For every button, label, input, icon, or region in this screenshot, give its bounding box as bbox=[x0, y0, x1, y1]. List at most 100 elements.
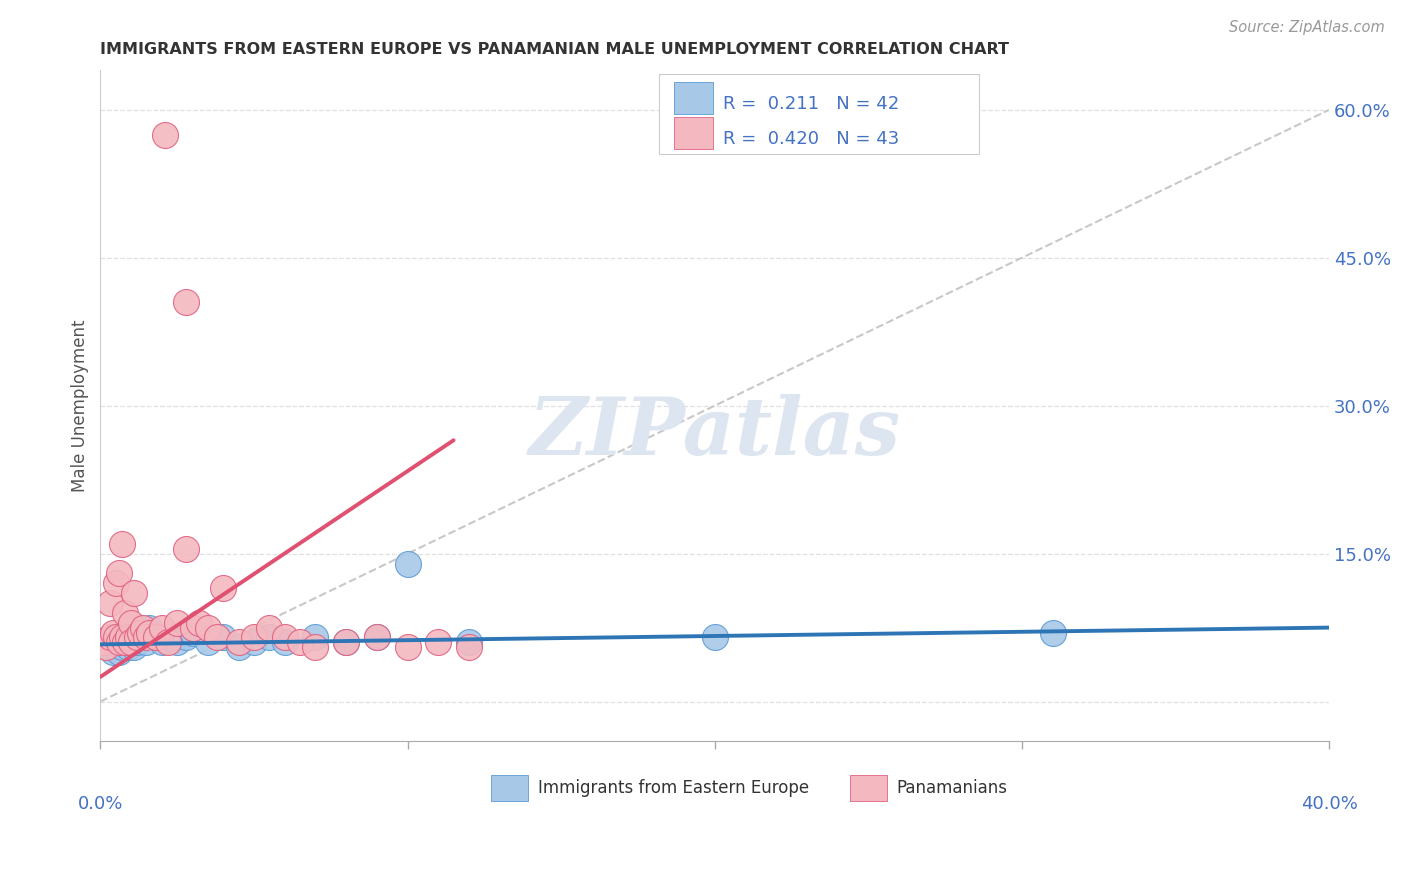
Point bbox=[101, 625, 124, 640]
Point bbox=[427, 635, 450, 649]
Point bbox=[114, 635, 136, 649]
Point bbox=[114, 631, 136, 645]
Point bbox=[122, 586, 145, 600]
Point bbox=[93, 635, 115, 649]
Point bbox=[117, 635, 139, 649]
Point bbox=[96, 635, 118, 649]
Point bbox=[117, 631, 139, 645]
Point bbox=[150, 621, 173, 635]
Point bbox=[212, 631, 235, 645]
Point bbox=[166, 615, 188, 630]
Text: R =  0.211   N = 42: R = 0.211 N = 42 bbox=[723, 95, 900, 113]
Point bbox=[138, 621, 160, 635]
Point bbox=[129, 625, 152, 640]
Point bbox=[120, 631, 142, 645]
Text: IMMIGRANTS FROM EASTERN EUROPE VS PANAMANIAN MALE UNEMPLOYMENT CORRELATION CHART: IMMIGRANTS FROM EASTERN EUROPE VS PANAMA… bbox=[100, 42, 1010, 57]
Point bbox=[135, 635, 157, 649]
Point bbox=[335, 635, 357, 649]
Point bbox=[176, 295, 198, 310]
Point bbox=[135, 631, 157, 645]
FancyBboxPatch shape bbox=[673, 117, 713, 149]
Text: 0.0%: 0.0% bbox=[77, 796, 124, 814]
Point bbox=[335, 635, 357, 649]
Point bbox=[114, 606, 136, 620]
Point bbox=[288, 635, 311, 649]
Point bbox=[101, 645, 124, 659]
Point bbox=[98, 631, 121, 645]
Point bbox=[304, 640, 326, 655]
Point bbox=[259, 631, 281, 645]
Point bbox=[703, 631, 725, 645]
Point bbox=[111, 635, 134, 649]
Point bbox=[101, 631, 124, 645]
Point bbox=[304, 631, 326, 645]
Point bbox=[122, 640, 145, 655]
FancyBboxPatch shape bbox=[849, 774, 887, 801]
Point bbox=[145, 631, 167, 645]
Text: Source: ZipAtlas.com: Source: ZipAtlas.com bbox=[1229, 20, 1385, 35]
FancyBboxPatch shape bbox=[673, 82, 713, 114]
Point bbox=[107, 635, 129, 649]
Point bbox=[127, 631, 149, 645]
Point bbox=[181, 621, 204, 635]
Point bbox=[156, 631, 179, 645]
Point bbox=[104, 635, 127, 649]
Text: 40.0%: 40.0% bbox=[1301, 796, 1357, 814]
Point bbox=[396, 640, 419, 655]
Point bbox=[166, 635, 188, 649]
Point bbox=[107, 631, 129, 645]
Point bbox=[366, 631, 388, 645]
Point bbox=[96, 640, 118, 655]
Point bbox=[107, 645, 129, 659]
Point bbox=[458, 635, 481, 649]
Point bbox=[138, 625, 160, 640]
Point bbox=[273, 635, 295, 649]
Point bbox=[156, 635, 179, 649]
Point bbox=[120, 635, 142, 649]
Point bbox=[114, 635, 136, 649]
Point bbox=[176, 631, 198, 645]
Point bbox=[176, 541, 198, 556]
FancyBboxPatch shape bbox=[491, 774, 527, 801]
Point bbox=[107, 566, 129, 581]
Point bbox=[197, 621, 219, 635]
Point bbox=[117, 640, 139, 655]
Point bbox=[396, 557, 419, 571]
Point bbox=[111, 537, 134, 551]
Point bbox=[104, 576, 127, 591]
Point bbox=[1042, 625, 1064, 640]
Point bbox=[187, 615, 209, 630]
Point bbox=[127, 631, 149, 645]
Point bbox=[153, 128, 176, 142]
Text: Immigrants from Eastern Europe: Immigrants from Eastern Europe bbox=[537, 779, 808, 797]
Point bbox=[120, 615, 142, 630]
Point bbox=[111, 640, 134, 655]
Text: R =  0.420   N = 43: R = 0.420 N = 43 bbox=[723, 130, 900, 148]
Text: ZIPatlas: ZIPatlas bbox=[529, 393, 901, 471]
Point bbox=[98, 596, 121, 610]
Point bbox=[111, 631, 134, 645]
Point bbox=[132, 631, 155, 645]
Point bbox=[120, 635, 142, 649]
Point bbox=[228, 635, 250, 649]
Point bbox=[273, 631, 295, 645]
Point bbox=[129, 625, 152, 640]
FancyBboxPatch shape bbox=[659, 74, 979, 154]
Point bbox=[127, 635, 149, 649]
Point bbox=[104, 631, 127, 645]
Point bbox=[243, 635, 266, 649]
Point bbox=[98, 640, 121, 655]
Point bbox=[197, 635, 219, 649]
Point bbox=[181, 625, 204, 640]
Point bbox=[366, 631, 388, 645]
Text: Panamanians: Panamanians bbox=[897, 779, 1008, 797]
Point bbox=[205, 631, 228, 645]
Point bbox=[458, 640, 481, 655]
Point bbox=[228, 640, 250, 655]
Point bbox=[150, 635, 173, 649]
Point bbox=[132, 621, 155, 635]
Y-axis label: Male Unemployment: Male Unemployment bbox=[72, 319, 89, 492]
Point bbox=[145, 631, 167, 645]
Point bbox=[259, 621, 281, 635]
Point bbox=[104, 640, 127, 655]
